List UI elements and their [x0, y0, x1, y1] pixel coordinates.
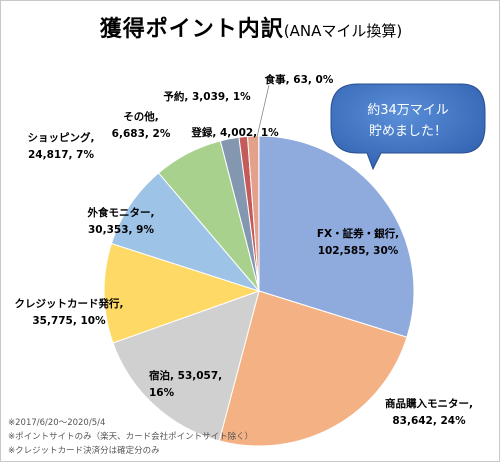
- callout-line-1: 約34万マイル: [367, 103, 449, 118]
- slice-label-line: 登録, 4,002, 1%: [190, 126, 279, 139]
- slice-label-9: 登録, 4,002, 1%: [190, 126, 279, 139]
- slice-label-line: 6,683, 2%: [112, 128, 171, 140]
- slice-label-line: 予約, 3,039, 1%: [163, 90, 251, 103]
- footnote-period: ※2017/6/20〜2020/5/4: [8, 416, 105, 428]
- slice-label-line: クレジットカード発行,: [15, 297, 124, 310]
- slice-label-line: 30,353, 9%: [88, 224, 154, 236]
- slice-label-10: 食事, 63, 0%: [264, 73, 334, 86]
- slice-label-line: 食事, 63, 0%: [264, 73, 334, 86]
- slice-label-line: FX・証券・銀行,: [317, 227, 399, 240]
- slice-label-2: 商品購入モニター, 83,642, 24%: [385, 397, 473, 427]
- slice-label-7: その他, 6,683, 2%: [112, 110, 171, 140]
- slice-label-line: その他,: [123, 110, 159, 123]
- slice-label-line: 102,585, 30%: [318, 245, 399, 257]
- pie-slices: [104, 136, 414, 446]
- slice-label-line: 83,642, 24%: [392, 415, 466, 427]
- slice-label-line: 16%: [149, 387, 175, 399]
- callout-line-2: 貯めました！: [369, 124, 447, 139]
- slice-label-line: 宿泊, 53,057,: [149, 369, 222, 382]
- slice-label-line: 商品購入モニター,: [385, 397, 473, 410]
- slice-label-6: ショッピング, 24,817, 7%: [28, 131, 95, 161]
- slice-label-line: 35,775, 10%: [32, 315, 106, 327]
- slice-label-line: 外食モニター,: [87, 206, 155, 219]
- callout-bubble: 約34万マイル 貯めました！: [331, 84, 485, 169]
- slice-label-8: 予約, 3,039, 1%: [163, 90, 251, 103]
- footnote-scope: ※ポイントサイトのみ（楽天、カード会社ポイントサイト除く）: [8, 430, 253, 442]
- slice-label-line: ショッピング,: [28, 131, 95, 144]
- slice-label-line: 24,817, 7%: [28, 149, 94, 161]
- footnote-card: ※クレジットカード決済分は確定分のみ: [8, 444, 160, 456]
